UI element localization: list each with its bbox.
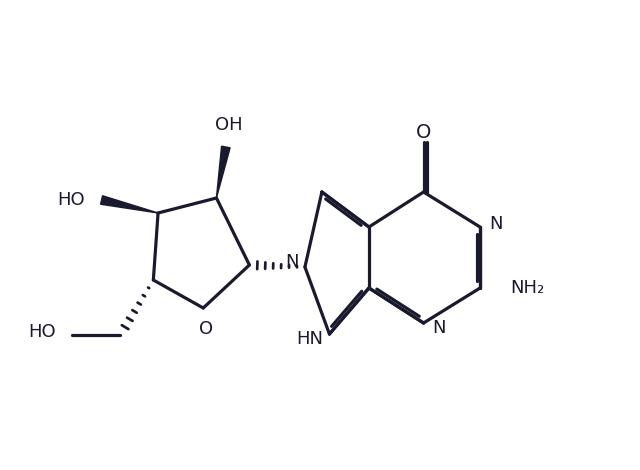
Text: O: O (199, 320, 213, 338)
Text: OH: OH (215, 116, 243, 134)
Text: HO: HO (28, 323, 56, 341)
Text: N: N (285, 253, 299, 271)
Text: HN: HN (296, 330, 323, 348)
Text: O: O (416, 123, 431, 142)
Text: N: N (489, 215, 502, 233)
Polygon shape (100, 196, 158, 213)
Text: NH₂: NH₂ (510, 279, 545, 297)
Polygon shape (216, 146, 230, 198)
Text: HO: HO (57, 191, 84, 209)
Text: N: N (433, 319, 446, 337)
